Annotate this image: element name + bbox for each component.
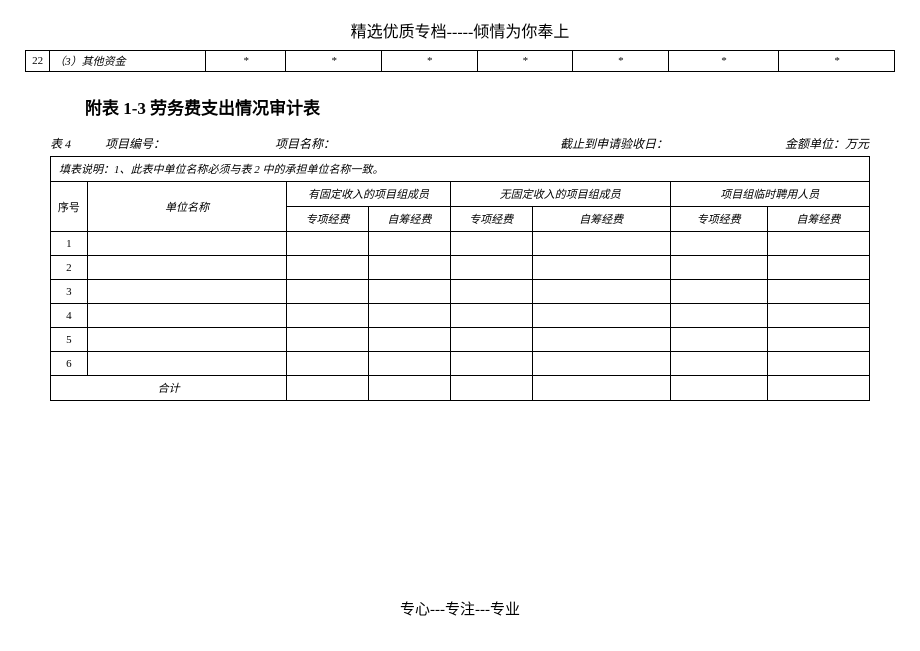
main-table: 填表说明：1、此表中单位名称必须与表 2 中的承担单位名称一致。 序号 单位名称… bbox=[50, 156, 870, 401]
table-row: 6 bbox=[51, 352, 870, 376]
header-self: 自筹经费 bbox=[532, 207, 670, 232]
page-footer: 专心---专注---专业 bbox=[0, 598, 920, 619]
cell bbox=[450, 328, 532, 352]
table-row: 2 bbox=[51, 256, 870, 280]
header-self: 自筹经费 bbox=[767, 207, 869, 232]
cell bbox=[287, 232, 369, 256]
row-seq: 3 bbox=[51, 280, 88, 304]
table-row: 4 bbox=[51, 304, 870, 328]
header-group2: 无固定收入的项目组成员 bbox=[450, 182, 670, 207]
top-table: 22 （3）其他资金 * * * * * * * bbox=[25, 50, 895, 72]
total-row: 合计 bbox=[51, 376, 870, 401]
cell bbox=[670, 352, 767, 376]
cell-star: * bbox=[668, 51, 779, 72]
cell bbox=[670, 304, 767, 328]
row-seq: 4 bbox=[51, 304, 88, 328]
table-no-label: 表 4 bbox=[50, 135, 105, 152]
cell bbox=[532, 280, 670, 304]
row-seq: 1 bbox=[51, 232, 88, 256]
table-row: 3 bbox=[51, 280, 870, 304]
cell bbox=[670, 376, 767, 401]
cell bbox=[767, 304, 869, 328]
note-text: 填表说明：1、此表中单位名称必须与表 2 中的承担单位名称一致。 bbox=[51, 157, 870, 182]
header-special: 专项经费 bbox=[450, 207, 532, 232]
cell bbox=[287, 256, 369, 280]
cell bbox=[368, 328, 450, 352]
total-label: 合计 bbox=[51, 376, 287, 401]
cell bbox=[450, 352, 532, 376]
cell bbox=[450, 280, 532, 304]
header-special: 专项经费 bbox=[670, 207, 767, 232]
cell bbox=[87, 328, 286, 352]
row-number: 22 bbox=[26, 51, 50, 72]
cell bbox=[450, 232, 532, 256]
cell bbox=[368, 304, 450, 328]
cell bbox=[767, 280, 869, 304]
project-no-label: 项目编号： bbox=[105, 135, 275, 152]
cell bbox=[287, 352, 369, 376]
cell bbox=[368, 280, 450, 304]
amount-unit-label: 金额单位：万元 bbox=[785, 135, 869, 152]
row-label: （3）其他资金 bbox=[50, 51, 206, 72]
deadline-label: 截止到申请验收日： bbox=[560, 135, 785, 152]
header-group3: 项目组临时聘用人员 bbox=[670, 182, 869, 207]
note-row: 填表说明：1、此表中单位名称必须与表 2 中的承担单位名称一致。 bbox=[51, 157, 870, 182]
cell-star: * bbox=[779, 51, 895, 72]
cell bbox=[87, 304, 286, 328]
cell bbox=[368, 376, 450, 401]
cell bbox=[532, 232, 670, 256]
cell-star: * bbox=[206, 51, 286, 72]
cell bbox=[767, 328, 869, 352]
cell bbox=[532, 304, 670, 328]
row-seq: 5 bbox=[51, 328, 88, 352]
cell-star: * bbox=[286, 51, 382, 72]
cell bbox=[450, 304, 532, 328]
cell bbox=[767, 232, 869, 256]
header-seq: 序号 bbox=[51, 182, 88, 232]
cell bbox=[532, 376, 670, 401]
table-row: 5 bbox=[51, 328, 870, 352]
cell bbox=[87, 280, 286, 304]
page-header: 精选优质专档-----倾情为你奉上 bbox=[0, 0, 920, 50]
row-seq: 6 bbox=[51, 352, 88, 376]
table-row: 1 bbox=[51, 232, 870, 256]
cell-star: * bbox=[573, 51, 669, 72]
cell bbox=[287, 376, 369, 401]
cell bbox=[368, 256, 450, 280]
header-self: 自筹经费 bbox=[368, 207, 450, 232]
cell bbox=[670, 280, 767, 304]
section-title: 附表 1-3 劳务费支出情况审计表 bbox=[85, 94, 920, 119]
cell bbox=[767, 352, 869, 376]
cell bbox=[767, 256, 869, 280]
cell bbox=[87, 256, 286, 280]
cell bbox=[87, 232, 286, 256]
header-group1: 有固定收入的项目组成员 bbox=[287, 182, 451, 207]
cell bbox=[450, 256, 532, 280]
cell bbox=[670, 232, 767, 256]
top-table-row: 22 （3）其他资金 * * * * * * * bbox=[26, 51, 895, 72]
cell bbox=[670, 328, 767, 352]
cell bbox=[287, 304, 369, 328]
cell bbox=[368, 232, 450, 256]
header-row-1: 序号 单位名称 有固定收入的项目组成员 无固定收入的项目组成员 项目组临时聘用人… bbox=[51, 182, 870, 207]
cell bbox=[670, 256, 767, 280]
cell bbox=[532, 256, 670, 280]
cell bbox=[767, 376, 869, 401]
cell bbox=[532, 328, 670, 352]
cell bbox=[87, 352, 286, 376]
cell bbox=[287, 328, 369, 352]
row-seq: 2 bbox=[51, 256, 88, 280]
cell bbox=[368, 352, 450, 376]
cell bbox=[450, 376, 532, 401]
cell bbox=[287, 280, 369, 304]
cell bbox=[532, 352, 670, 376]
cell-star: * bbox=[382, 51, 478, 72]
header-unit-name: 单位名称 bbox=[87, 182, 286, 232]
project-name-label: 项目名称： bbox=[275, 135, 560, 152]
cell-star: * bbox=[477, 51, 573, 72]
header-special: 专项经费 bbox=[287, 207, 369, 232]
meta-row: 表 4 项目编号： 项目名称： 截止到申请验收日： 金额单位：万元 bbox=[50, 135, 870, 152]
